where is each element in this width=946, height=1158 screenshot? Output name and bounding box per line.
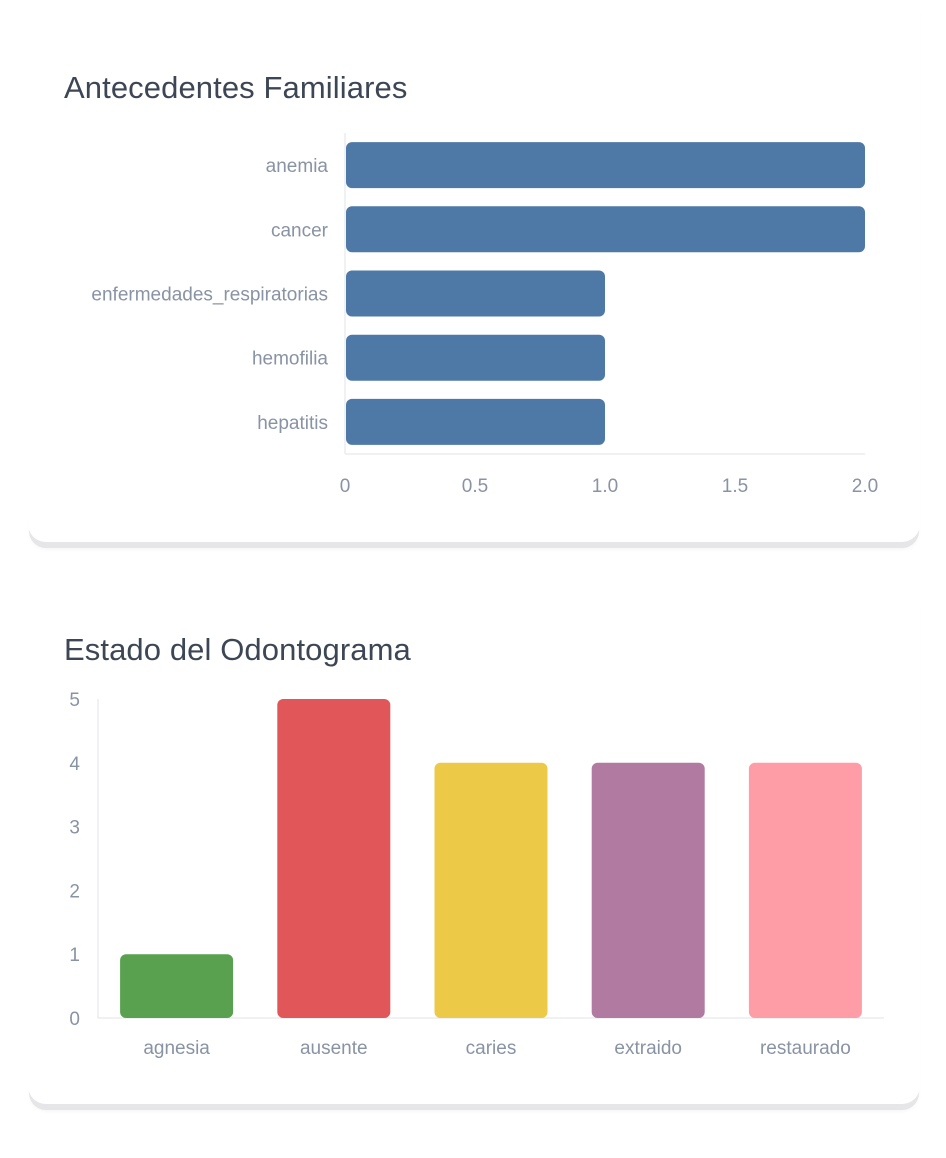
odontogram-card: Estado del Odontograma agnesia ausente car… xyxy=(28,596,920,1104)
x-tick-label: 1.5 xyxy=(722,476,748,497)
family-history-card: Antecedentes Familiares anemia cancer enfe… xyxy=(28,0,920,542)
category-label-cancer: cancer xyxy=(271,220,329,241)
x-tick-label: 1.0 xyxy=(592,476,618,497)
odontogram-chart: agnesia ausente caries extraido restaurado 0 1… xyxy=(69,690,884,1059)
y-tick-label: 0 xyxy=(69,1009,80,1030)
bar-ausente[interactable] xyxy=(277,699,391,1018)
y-tick-label: 3 xyxy=(69,818,80,839)
family-history-title: Antecedentes Familiares xyxy=(64,70,408,105)
category-label-extraido: extraido xyxy=(614,1038,682,1059)
bar-extraido[interactable] xyxy=(591,762,705,1018)
bar-hemofilia[interactable] xyxy=(346,334,605,381)
bar-enfermedades-respiratorias[interactable] xyxy=(346,270,605,317)
bar-restaurado[interactable] xyxy=(748,762,862,1018)
y-tick-label: 5 xyxy=(69,690,80,711)
bar-hepatitis[interactable] xyxy=(346,398,605,445)
x-tick-label: 0 xyxy=(340,476,351,497)
odontogram-title: Estado del Odontograma xyxy=(64,632,411,667)
x-tick-label: 2.0 xyxy=(852,476,878,497)
bar-anemia[interactable] xyxy=(346,142,865,189)
category-label-agnesia: agnesia xyxy=(143,1038,210,1059)
y-tick-label: 1 xyxy=(69,945,80,966)
family-history-chart: anemia cancer enfermedades_respiratoriashe… xyxy=(91,133,878,497)
category-label-caries: caries xyxy=(466,1038,517,1059)
category-label-anemia: anemia xyxy=(266,156,329,177)
category-label-hemofilia: hemofilia xyxy=(252,349,328,370)
bar-caries[interactable] xyxy=(434,762,548,1018)
y-tick-label: 4 xyxy=(69,754,80,775)
bar-cancer[interactable] xyxy=(346,206,865,253)
y-tick-label: 2 xyxy=(69,881,80,902)
category-label-restaurado: restaurado xyxy=(760,1038,851,1059)
bar-agnesia[interactable] xyxy=(120,954,234,1018)
category-label-hepatitis: hepatitis xyxy=(257,413,328,434)
x-tick-label: 0.5 xyxy=(462,476,488,497)
category-label-enfermedades-respiratorias: enfermedades_respiratorias xyxy=(91,285,328,306)
category-label-ausente: ausente xyxy=(300,1038,368,1059)
